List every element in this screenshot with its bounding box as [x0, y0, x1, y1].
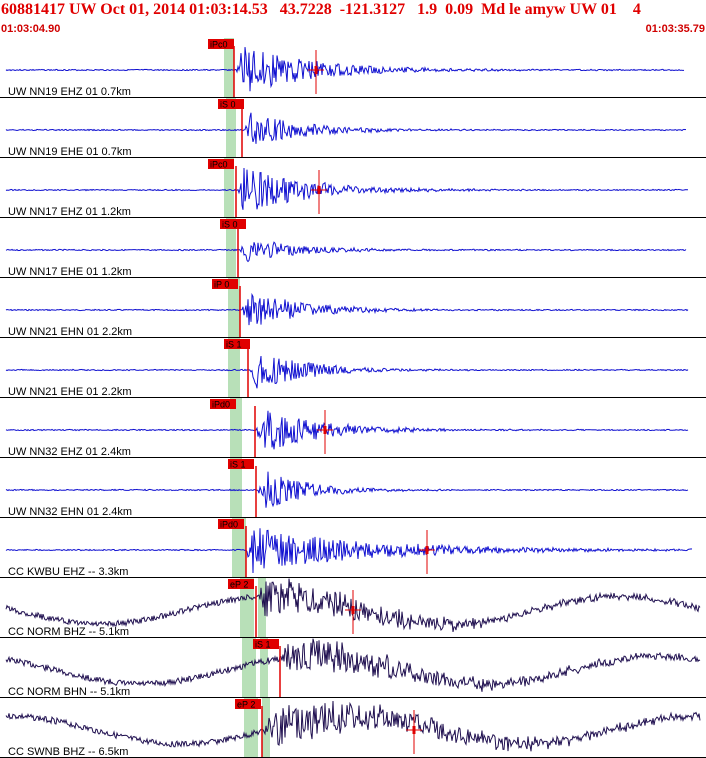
trace-panel[interactable]: iPc0 UW NN17 EHZ 01 1.2km — [0, 158, 706, 218]
station-label: UW NN19 EHE 01 0.7km — [8, 146, 131, 158]
trace-panel[interactable]: iS 1 UW NN32 EHN 01 2.4km — [0, 458, 706, 518]
trace-panel[interactable]: iP 0 UW NN21 EHN 01 2.2km — [0, 278, 706, 338]
pick-window — [240, 578, 254, 638]
waveform-trace — [5, 241, 687, 263]
trace-panel[interactable]: iPd0 UW NN32 EHZ 01 2.4km — [0, 398, 706, 458]
pick-label[interactable]: iPc0 — [210, 40, 228, 50]
trace-panel[interactable]: iS 1 CC NORM BHN -- 5.1km — [0, 638, 706, 698]
pick-label-box[interactable] — [210, 399, 236, 409]
pick-window — [260, 638, 268, 698]
start-time-label: 01:03:04.90 — [1, 23, 61, 35]
trace-panel[interactable]: iPd0 CC KWBU EHZ -- 3.3km — [0, 518, 706, 578]
pick-window — [242, 638, 256, 698]
waveform-trace — [5, 355, 689, 389]
waveform-trace — [5, 47, 685, 92]
pick-label[interactable]: eP 2 — [230, 580, 248, 590]
pick-label-box[interactable] — [253, 639, 279, 649]
pick-label-box[interactable] — [208, 39, 234, 49]
trace-panel[interactable]: eP 2 CC SWNB BHZ -- 6.5km — [0, 698, 706, 758]
station-label: UW NN21 EHN 01 2.2km — [8, 326, 132, 338]
pick-window — [230, 458, 242, 518]
pick-label-box[interactable] — [218, 519, 244, 529]
pick-label[interactable]: iP 0 — [214, 280, 229, 290]
station-label: UW NN32 EHN 01 2.4km — [8, 506, 132, 518]
pick-label[interactable]: iS 0 — [222, 220, 238, 230]
pick-label-box[interactable] — [235, 699, 261, 709]
waveform-trace — [5, 528, 693, 574]
station-label: CC KWBU EHZ -- 3.3km — [8, 566, 128, 578]
pick-window — [228, 278, 240, 338]
pick-label-box[interactable] — [224, 339, 250, 349]
pick-label-box[interactable] — [208, 159, 234, 169]
pick-window — [226, 218, 236, 278]
station-label: CC SWNB BHZ -- 6.5km — [8, 746, 128, 758]
pick-label-box[interactable] — [212, 279, 238, 289]
seismogram-panels[interactable]: iPc0 UW NN19 EHZ 01 0.7km iS 0 UW NN19 EHE … — [0, 38, 706, 758]
trace-panel[interactable]: iS 1 UW NN21 EHE 01 2.2km — [0, 338, 706, 398]
trace-panel[interactable]: iS 0 UW NN17 EHE 01 1.2km — [0, 218, 706, 278]
pick-label-box[interactable] — [228, 459, 254, 469]
pick-label-box[interactable] — [228, 579, 254, 589]
pick-window — [258, 578, 266, 638]
station-label: UW NN21 EHE 01 2.2km — [8, 386, 131, 398]
end-time-label: 01:03:35.79 — [645, 23, 705, 35]
waveform-trace — [5, 167, 688, 210]
pick-window — [244, 698, 258, 758]
pick-window — [224, 38, 234, 98]
trace-panel[interactable]: iS 0 UW NN19 EHE 01 0.7km — [0, 98, 706, 158]
pick-window — [224, 158, 234, 218]
station-label: UW NN17 EHE 01 1.2km — [8, 266, 131, 278]
pick-label-box[interactable] — [220, 219, 246, 229]
pick-label[interactable]: iPc0 — [210, 160, 228, 170]
pick-window — [226, 98, 236, 158]
pick-label[interactable]: iPd0 — [212, 400, 230, 410]
waveform-trace — [5, 700, 701, 752]
waveform-trace — [5, 292, 689, 326]
pick-label[interactable]: iS 1 — [226, 340, 242, 350]
waveform-trace — [5, 638, 701, 692]
pick-window — [230, 398, 242, 458]
pick-window — [228, 338, 240, 398]
station-label: CC NORM BHN -- 5.1km — [8, 686, 130, 698]
pick-label[interactable]: eP 2 — [237, 700, 255, 710]
trace-panel[interactable]: eP 2 CC NORM BHZ -- 5.1km — [0, 578, 706, 638]
waveform-trace — [5, 471, 689, 508]
pick-window — [232, 518, 246, 578]
pick-label[interactable]: iS 0 — [220, 100, 236, 110]
event-header: 60881417 UW Oct 01, 2014 01:03:14.53 43.… — [0, 0, 706, 38]
trace-panel[interactable]: iPc0 UW NN19 EHZ 01 0.7km — [0, 38, 706, 98]
event-title: 60881417 UW Oct 01, 2014 01:03:14.53 43.… — [1, 1, 641, 18]
pick-label-box[interactable] — [218, 99, 244, 109]
station-label: UW NN32 EHZ 01 2.4km — [8, 446, 131, 458]
pick-label[interactable]: iS 1 — [230, 460, 246, 470]
station-label: UW NN17 EHZ 01 1.2km — [8, 206, 131, 218]
station-label: UW NN19 EHZ 01 0.7km — [8, 86, 131, 98]
pick-label[interactable]: iPd0 — [220, 520, 238, 530]
waveform-trace — [5, 112, 687, 144]
pick-label[interactable]: iS 1 — [255, 640, 271, 650]
waveform-trace — [5, 410, 689, 450]
station-label: CC NORM BHZ -- 5.1km — [8, 626, 129, 638]
